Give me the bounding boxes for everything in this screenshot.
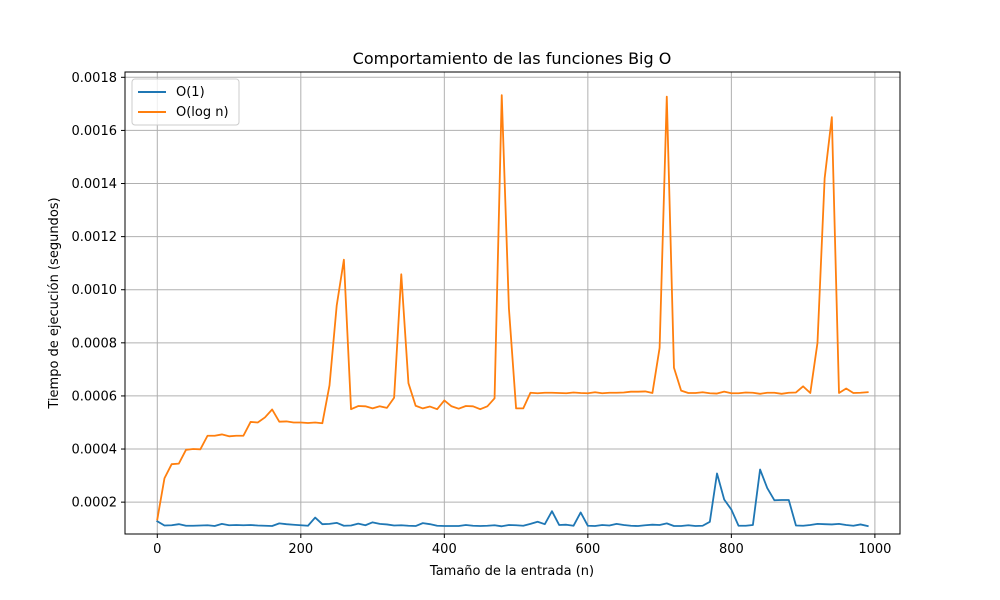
x-tick-label: 1000 xyxy=(858,542,891,557)
y-tick-label: 0.0012 xyxy=(72,230,118,245)
x-tick-label: 800 xyxy=(719,542,744,557)
x-axis-label: Tamaño de la entrada (n) xyxy=(429,564,594,579)
legend: O(1) O(log n) xyxy=(131,78,240,126)
y-axis-label: Tiempo de ejecución (segundos) xyxy=(47,197,62,409)
y-tick-label: 0.0016 xyxy=(72,124,118,139)
y-tick-label: 0.0008 xyxy=(72,336,118,351)
y-axis: 0.0002 0.0004 0.0006 0.0008 0.0010 0.0012 0.00… xyxy=(72,71,125,511)
x-tick-label: 600 xyxy=(575,542,600,557)
y-tick-label: 0.0018 xyxy=(72,71,118,86)
legend-label-o1: O(1) xyxy=(176,85,205,100)
y-tick-label: 0.0004 xyxy=(72,443,118,458)
x-tick-label: 0 xyxy=(153,542,161,557)
y-tick-label: 0.0006 xyxy=(72,389,118,404)
chart-title: Comportamiento de las funciones Big O xyxy=(353,49,672,68)
series-lines xyxy=(156,94,869,528)
y-tick-label: 0.0002 xyxy=(72,496,118,511)
grid-lines xyxy=(125,72,900,534)
x-tick-label: 200 xyxy=(288,542,313,557)
x-axis: 0 200 400 600 800 1000 xyxy=(153,534,891,557)
legend-label-ologn: O(log n) xyxy=(176,105,229,120)
series-o1-line xyxy=(156,468,869,528)
y-tick-label: 0.0014 xyxy=(72,177,118,192)
plot-area-frame xyxy=(124,71,901,535)
legend-box xyxy=(131,78,240,126)
x-tick-label: 400 xyxy=(432,542,457,557)
y-tick-label: 0.0010 xyxy=(72,283,118,298)
series-ologn-line xyxy=(156,94,869,521)
